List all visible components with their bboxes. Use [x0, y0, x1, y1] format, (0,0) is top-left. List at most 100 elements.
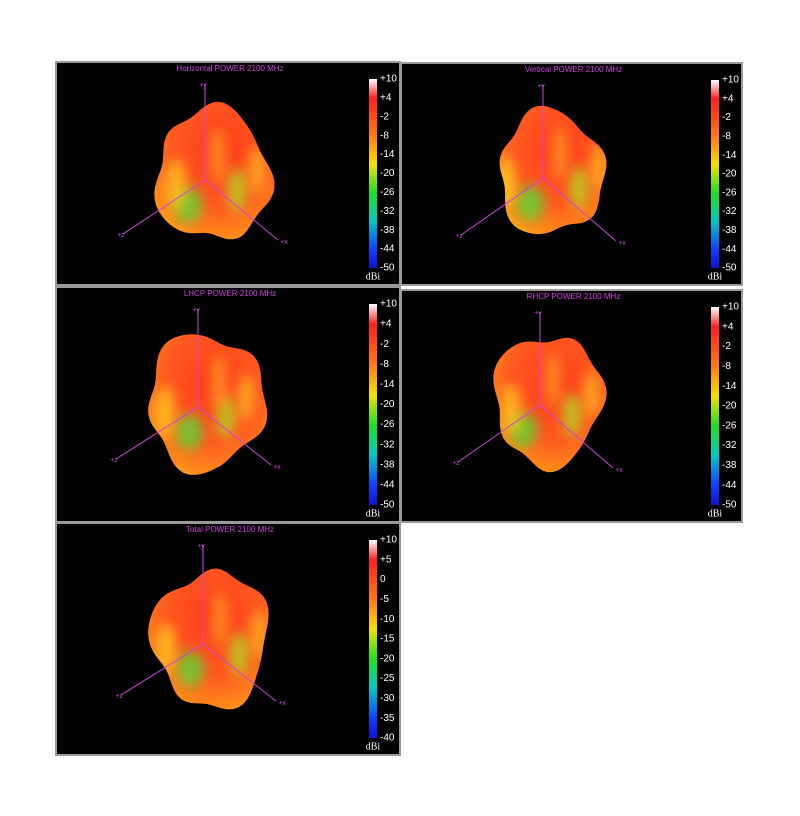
- colorbar: [369, 540, 377, 738]
- panel: LHCP POWER 2100 MHz +y +z +x +10 +4 -2 -8 -14 -20…: [55, 286, 401, 523]
- shade: [562, 393, 582, 437]
- colorbar-label: +4: [380, 319, 392, 330]
- colorbar-label: -26: [380, 187, 395, 198]
- axis-label: +y: [192, 307, 200, 314]
- panel-title: Horizontal POWER 2100 MHz: [176, 64, 283, 73]
- axis-line: [542, 177, 617, 242]
- shade: [238, 373, 254, 421]
- colorbar: [711, 80, 719, 268]
- colorbar-label: -26: [380, 419, 395, 430]
- shade: [591, 144, 607, 192]
- colorbar-label: +5: [380, 554, 392, 565]
- colorbar-unit: dBi: [366, 508, 381, 519]
- colorbar-label: -38: [722, 225, 737, 236]
- axis-line: [197, 406, 272, 466]
- surface-shading: [156, 591, 267, 687]
- colorbar-label: -20: [380, 399, 395, 410]
- colorbar-label: -44: [722, 244, 737, 255]
- colorbar-label: -20: [380, 653, 395, 664]
- colorbar-label: -2: [722, 112, 731, 123]
- colorbar-label: -2: [380, 339, 389, 350]
- colorbar-label: -32: [380, 206, 395, 217]
- colorbar-unit: dBi: [366, 271, 381, 282]
- axis-label: +y: [197, 543, 205, 550]
- axis-label: +x: [615, 467, 623, 474]
- surface-shading: [166, 127, 265, 223]
- panel: RHCP POWER 2100 MHz +y +z +x +10 +4 -2 -8 -14 -20…: [400, 289, 743, 523]
- colorbar-label: -15: [380, 634, 395, 645]
- shade: [155, 386, 175, 438]
- shade: [156, 623, 176, 675]
- colorbar-label: -32: [722, 206, 737, 217]
- colorbar: [369, 79, 377, 268]
- shade: [249, 146, 265, 194]
- axis-label: +z: [117, 232, 125, 239]
- axis-label: +y: [199, 82, 207, 89]
- colorbar-unit: dBi: [708, 271, 723, 282]
- axis-label: +z: [455, 233, 463, 240]
- colorbar-label: 0: [380, 574, 386, 585]
- panel-title: LHCP POWER 2100 MHz: [184, 289, 276, 298]
- axis-label: +y: [534, 310, 542, 317]
- surface-shading: [501, 352, 600, 448]
- colorbar-label: -14: [722, 150, 737, 161]
- panel-title: Total POWER 2100 MHz: [186, 525, 274, 534]
- colorbar-label: -14: [380, 379, 395, 390]
- colorbar-label: -14: [722, 381, 737, 392]
- colorbar-label: -30: [380, 693, 395, 704]
- panel-title: Vertical POWER 2100 MHz: [525, 65, 622, 74]
- panel: Horizontal POWER 2100 MHz +y +z +x +10 +4 -2 -8…: [55, 61, 401, 286]
- colorbar-label: -14: [380, 149, 395, 160]
- shade: [227, 168, 247, 212]
- axis-label: +y: [537, 83, 545, 90]
- colorbar-label: -20: [722, 401, 737, 412]
- axis-line: [457, 404, 541, 463]
- axis-line: [122, 179, 206, 235]
- colorbar-label: -8: [380, 130, 389, 141]
- shade: [545, 352, 561, 408]
- shade: [516, 185, 544, 221]
- shade: [552, 125, 568, 181]
- axis-line: [204, 179, 279, 241]
- colorbar-label: +10: [380, 74, 397, 85]
- shade: [251, 610, 267, 658]
- axis-line: [202, 643, 277, 702]
- colorbar-label: -44: [380, 244, 395, 255]
- colorbar-label: -38: [722, 460, 737, 471]
- panel-title: RHCP POWER 2100 MHz: [527, 292, 621, 301]
- panel: Total POWER 2100 MHz +y +z +x +10 +5 0 -5 -10 -15…: [55, 522, 401, 756]
- axis-line: [115, 406, 199, 460]
- shade: [211, 354, 227, 410]
- shade: [229, 632, 249, 676]
- colorbar-label: -32: [380, 439, 395, 450]
- colorbar-label: -35: [380, 713, 395, 724]
- colorbar-label: -2: [722, 341, 731, 352]
- colorbar-label: -2: [380, 111, 389, 122]
- shade: [212, 591, 228, 647]
- colorbar-label: -50: [380, 500, 395, 511]
- surface-shading: [499, 125, 607, 221]
- colorbar-label: +10: [722, 302, 739, 313]
- axis-label: +z: [110, 457, 118, 464]
- colorbar-label: -8: [722, 131, 731, 142]
- panel: Vertical POWER 2100 MHz +y +z +x +10 +4 -2 -8 -1…: [400, 62, 743, 286]
- axis-label: +x: [618, 240, 626, 247]
- colorbar-label: -8: [380, 359, 389, 370]
- colorbar-label: -10: [380, 614, 395, 625]
- axis-label: +x: [273, 464, 281, 471]
- axis-label: +z: [115, 693, 123, 700]
- shade: [501, 384, 521, 436]
- colorbar-label: -20: [380, 168, 395, 179]
- shade: [569, 166, 589, 210]
- colorbar-unit: dBi: [708, 508, 723, 519]
- colorbar-label: +4: [380, 93, 392, 104]
- shade: [166, 159, 186, 211]
- colorbar: [369, 304, 377, 505]
- colorbar-label: +4: [722, 93, 734, 104]
- axis-line: [539, 404, 614, 469]
- colorbar-label: -40: [380, 733, 395, 744]
- colorbar-label: -50: [722, 263, 737, 274]
- shade: [584, 371, 600, 419]
- colorbar-label: -44: [722, 480, 737, 491]
